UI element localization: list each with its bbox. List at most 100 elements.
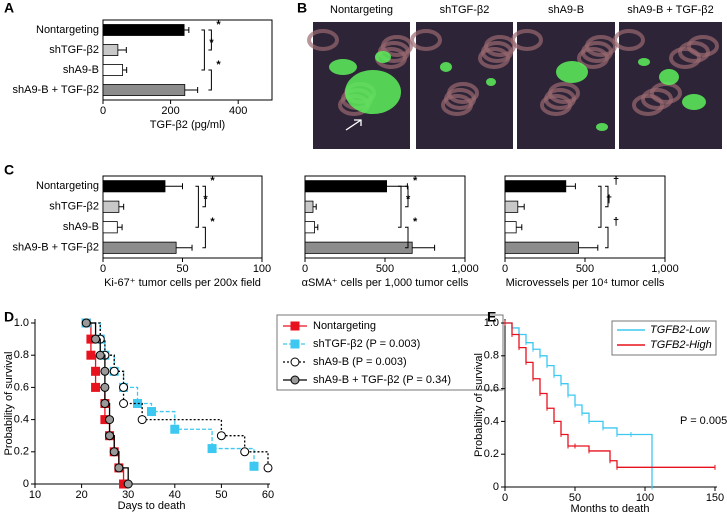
x-tick-label: 0 — [302, 263, 308, 275]
significance-mark: * — [216, 19, 221, 31]
x-axis-label: TGF-β2 (pg/ml) — [150, 119, 225, 131]
marker — [290, 321, 300, 331]
y-tick-label: 0.2 — [484, 448, 499, 460]
tumor-signal — [440, 62, 452, 72]
marker — [109, 366, 119, 376]
category-label: shA9-B — [63, 221, 99, 233]
legend-label: shTGF-β2 (P = 0.003) — [313, 338, 420, 350]
tissue-loop — [511, 29, 543, 51]
error-bar — [176, 244, 193, 251]
bracket — [398, 185, 402, 228]
bar — [102, 24, 185, 36]
arrow — [345, 119, 362, 131]
significance-mark: * — [210, 175, 215, 187]
marker — [109, 447, 119, 457]
legend-label: shA9-B (P = 0.003) — [313, 356, 407, 368]
y-tick-label: 0.4 — [484, 415, 499, 427]
bracket — [208, 69, 212, 91]
micrograph — [410, 22, 516, 149]
bracket — [605, 185, 609, 208]
x-tick-label: 400 — [229, 105, 247, 117]
y-tick-label: 0 — [23, 478, 29, 490]
bar — [102, 44, 119, 56]
marker — [133, 399, 143, 408]
error-bar — [184, 27, 190, 33]
tumor-signal — [486, 78, 496, 86]
marker — [100, 399, 110, 408]
category-label: shTGF-β2 — [49, 44, 99, 56]
marker — [81, 318, 91, 328]
error-bar — [165, 183, 183, 190]
significance-mark: * — [210, 216, 215, 228]
y-tick-label: 1.0 — [14, 317, 29, 329]
panel-label: shA9-B — [548, 4, 584, 16]
legend-label: TGFB2-High — [650, 339, 712, 351]
panel-letter: B — [297, 0, 307, 16]
error-bar — [313, 203, 317, 210]
x-tick-label: 100 — [253, 263, 271, 275]
marker — [86, 350, 96, 360]
y-tick-label: 0.6 — [484, 383, 499, 395]
x-tick-label: 0 — [502, 263, 508, 275]
bar — [304, 221, 316, 234]
micrograph — [307, 22, 413, 149]
error-bar — [516, 224, 523, 231]
marker — [119, 382, 129, 392]
significance-mark: † — [613, 175, 619, 187]
error-bar — [117, 224, 123, 231]
x-tick-label: 100 — [636, 492, 654, 504]
micrograph — [511, 22, 617, 149]
x-tick-label: 30 — [122, 489, 134, 501]
significance-mark: * — [406, 194, 411, 206]
tumor-signal — [682, 94, 706, 110]
survival-curve — [505, 322, 715, 468]
y-tick-label: 1.0 — [484, 317, 499, 329]
panel-letter: C — [4, 162, 14, 178]
marker — [105, 431, 115, 441]
bar — [102, 241, 177, 254]
marker — [91, 382, 101, 392]
marker — [216, 431, 226, 441]
significance-mark: * — [203, 194, 208, 206]
marker — [100, 382, 110, 392]
error-bar — [578, 244, 599, 251]
tissue-loop — [632, 94, 664, 116]
y-tick-label: 0.4 — [14, 414, 29, 426]
category-label: shA9-B — [63, 64, 99, 76]
axes — [34, 319, 270, 485]
category-label: shA9-B + TGF-β2 — [12, 242, 99, 254]
x-tick-label: 50 — [569, 492, 581, 504]
y-tick-label: 0 — [493, 481, 499, 493]
bracket — [202, 185, 206, 208]
y-tick-label: 0.8 — [14, 349, 29, 361]
marker — [100, 366, 110, 376]
x-tick-label: 1,000 — [451, 263, 479, 275]
legend-label: shA9-B + TGF-β2 (P = 0.34) — [313, 374, 451, 386]
significance-mark: † — [613, 216, 619, 228]
survival-curve — [86, 322, 255, 467]
x-axis-label: Months to death — [571, 503, 650, 512]
panel-label: shA9-B + TGF-β2 — [627, 4, 714, 16]
x-tick-label: 0 — [100, 263, 106, 275]
panel-letter: D — [4, 309, 14, 325]
marker — [91, 334, 101, 344]
error-bar — [517, 203, 525, 210]
error-bar — [565, 183, 576, 190]
tumor-signal — [638, 58, 650, 66]
marker — [147, 407, 156, 417]
tissue-loop — [441, 94, 473, 116]
bracket — [405, 185, 409, 208]
tissue-loop — [687, 35, 719, 57]
bar — [102, 200, 120, 213]
x-tick-label: 20 — [75, 489, 87, 501]
legend-label: Nontargeting — [313, 320, 376, 332]
tissue-loop — [613, 29, 645, 51]
legend-frame — [276, 314, 504, 391]
marker — [207, 444, 217, 454]
marker — [240, 447, 250, 457]
tissue-loop — [540, 94, 572, 116]
bracket — [202, 226, 206, 249]
tumor-signal — [556, 61, 588, 83]
bar — [504, 241, 579, 254]
